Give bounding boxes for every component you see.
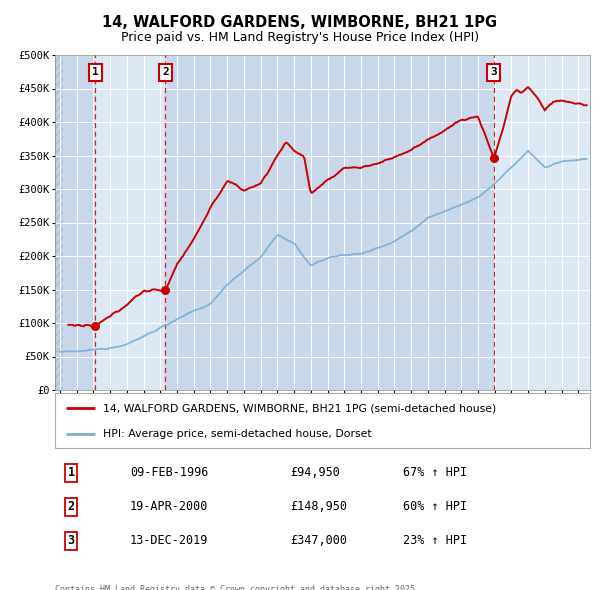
Bar <box>95 55 166 390</box>
Bar <box>60 55 95 390</box>
Text: 19-APR-2000: 19-APR-2000 <box>130 500 208 513</box>
Text: £347,000: £347,000 <box>290 535 347 548</box>
Text: HPI: Average price, semi-detached house, Dorset: HPI: Average price, semi-detached house,… <box>103 429 372 439</box>
Text: 60% ↑ HPI: 60% ↑ HPI <box>403 500 467 513</box>
Text: 13-DEC-2019: 13-DEC-2019 <box>130 535 208 548</box>
Bar <box>55 55 60 390</box>
Bar <box>55 55 64 390</box>
Bar <box>494 55 590 390</box>
Text: 14, WALFORD GARDENS, WIMBORNE, BH21 1PG: 14, WALFORD GARDENS, WIMBORNE, BH21 1PG <box>103 15 497 30</box>
Text: 1: 1 <box>92 67 98 77</box>
Text: Price paid vs. HM Land Registry's House Price Index (HPI): Price paid vs. HM Land Registry's House … <box>121 31 479 44</box>
Text: 2: 2 <box>162 67 169 77</box>
Text: 1: 1 <box>67 467 74 480</box>
Text: 3: 3 <box>67 535 74 548</box>
Bar <box>166 55 494 390</box>
FancyBboxPatch shape <box>55 393 590 448</box>
Text: 23% ↑ HPI: 23% ↑ HPI <box>403 535 467 548</box>
Text: £148,950: £148,950 <box>290 500 347 513</box>
Text: £94,950: £94,950 <box>290 467 340 480</box>
Text: 14, WALFORD GARDENS, WIMBORNE, BH21 1PG (semi-detached house): 14, WALFORD GARDENS, WIMBORNE, BH21 1PG … <box>103 404 496 414</box>
Text: Contains HM Land Registry data © Crown copyright and database right 2025.: Contains HM Land Registry data © Crown c… <box>55 585 420 590</box>
Text: 67% ↑ HPI: 67% ↑ HPI <box>403 467 467 480</box>
Text: 3: 3 <box>490 67 497 77</box>
Text: 09-FEB-1996: 09-FEB-1996 <box>130 467 208 480</box>
Text: 2: 2 <box>67 500 74 513</box>
